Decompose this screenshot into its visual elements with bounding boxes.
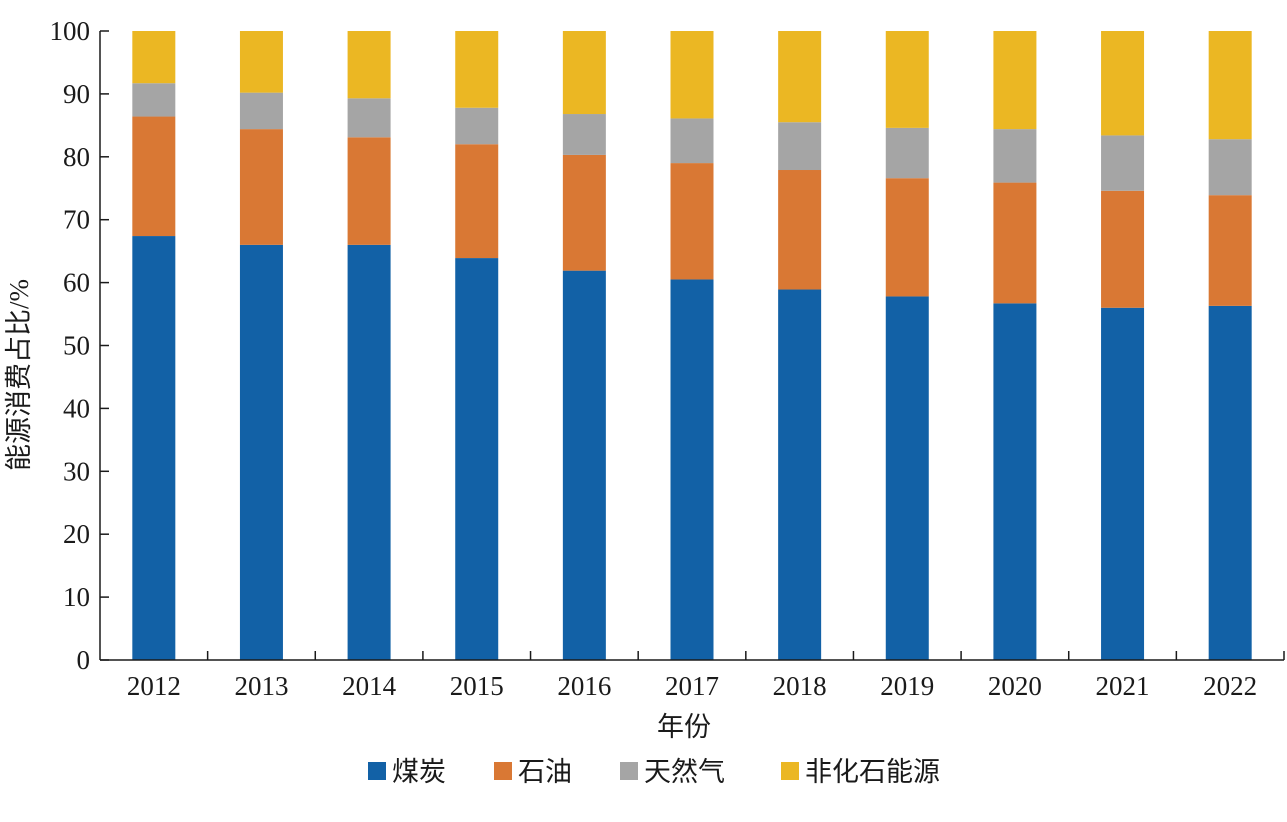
bar-segment-2014-series-0: [347, 244, 391, 661]
legend-label-1: 石油: [518, 757, 572, 787]
bar-segment-2013-series-3: [239, 31, 283, 93]
legend-swatch-0: [368, 762, 386, 780]
x-tick-label-2020: 2020: [988, 671, 1042, 701]
bar-segment-2020-series-0: [993, 303, 1037, 660]
bar-segment-2022-series-0: [1208, 305, 1252, 660]
bar-segment-2018-series-1: [778, 170, 822, 290]
bar-segment-2019-series-1: [885, 178, 929, 297]
legend-swatch-1: [494, 762, 512, 780]
y-tick-label-60: 60: [63, 268, 90, 298]
bar-segment-2012-series-3: [132, 31, 176, 84]
bar-segment-2019-series-0: [885, 296, 929, 660]
y-axis-title: 能源消费占比/%: [4, 279, 34, 471]
bar-segment-2022-series-3: [1208, 31, 1252, 140]
x-axis-title: 年份: [657, 712, 711, 742]
bar-segment-2015-series-0: [455, 258, 499, 660]
x-tick-label-2018: 2018: [773, 671, 827, 701]
y-tick-label-90: 90: [63, 79, 90, 109]
legend: 煤炭 石油 天然气 非化石能源: [368, 757, 940, 787]
y-ticks: 0 10 20 30 40 50 60 70 80 90 100: [50, 16, 109, 675]
bar-segment-2018-series-2: [778, 122, 822, 171]
bar-segment-2013-series-2: [239, 92, 283, 130]
bar-segment-2020-series-2: [993, 129, 1037, 183]
y-tick-label-40: 40: [63, 393, 90, 423]
bar-segment-2019-series-2: [885, 127, 929, 179]
x-tick-label-2017: 2017: [665, 671, 719, 701]
bar-segment-2016-series-0: [562, 270, 606, 660]
y-tick-label-100: 100: [50, 16, 91, 46]
bar-segment-2015-series-2: [455, 107, 499, 145]
x-tick-label-2012: 2012: [127, 671, 181, 701]
y-tick-label-80: 80: [63, 142, 90, 172]
bar-segment-2022-series-1: [1208, 195, 1252, 306]
bar-segment-2021-series-1: [1101, 190, 1145, 308]
bar-segment-2013-series-1: [239, 129, 283, 245]
bar-segment-2012-series-0: [132, 236, 176, 661]
y-tick-label-50: 50: [63, 331, 90, 361]
bar-segment-2017-series-2: [670, 118, 714, 164]
bar-segment-2014-series-3: [347, 31, 391, 99]
x-tick-label-2015: 2015: [450, 671, 504, 701]
x-tick-label-2021: 2021: [1096, 671, 1150, 701]
bar-segment-2016-series-3: [562, 31, 606, 115]
bars-layer: [132, 31, 1252, 661]
x-tick-label-2022: 2022: [1203, 671, 1257, 701]
y-tick-label-10: 10: [63, 582, 90, 612]
x-tick-label-2014: 2014: [342, 671, 397, 701]
y-tick-label-0: 0: [77, 645, 91, 675]
bar-segment-2020-series-3: [993, 31, 1037, 130]
bar-segment-2020-series-1: [993, 182, 1037, 304]
bar-segment-2017-series-0: [670, 279, 714, 660]
x-tick-label-2019: 2019: [880, 671, 934, 701]
bar-segment-2021-series-3: [1101, 31, 1145, 136]
bar-segment-2016-series-1: [562, 154, 606, 271]
bar-segment-2021-series-2: [1101, 135, 1145, 191]
bar-segment-2021-series-0: [1101, 307, 1145, 660]
bar-segment-2017-series-3: [670, 31, 714, 119]
bar-segment-2015-series-1: [455, 144, 499, 259]
bar-segment-2017-series-1: [670, 163, 714, 280]
bar-segment-2015-series-3: [455, 31, 499, 108]
legend-label-0: 煤炭: [392, 757, 446, 787]
legend-label-3: 非化石能源: [805, 757, 940, 787]
y-tick-label-20: 20: [63, 519, 90, 549]
y-tick-label-70: 70: [63, 205, 90, 235]
x-tick-label-2013: 2013: [234, 671, 288, 701]
bar-segment-2012-series-1: [132, 116, 176, 237]
bar-segment-2014-series-1: [347, 137, 391, 245]
bar-segment-2012-series-2: [132, 83, 176, 117]
legend-swatch-2: [620, 762, 638, 780]
x-tick-label-2016: 2016: [557, 671, 611, 701]
x-ticks: 2012 2013 2014 2015 2016 2017 2018 2019 2020 2021…: [127, 651, 1285, 701]
bar-segment-2016-series-2: [562, 114, 606, 155]
legend-label-2: 天然气: [644, 757, 725, 787]
bar-segment-2018-series-0: [778, 289, 822, 660]
bar-segment-2014-series-2: [347, 98, 391, 138]
bar-segment-2018-series-3: [778, 31, 822, 123]
bar-segment-2019-series-3: [885, 31, 929, 128]
bar-segment-2022-series-2: [1208, 139, 1252, 196]
bar-segment-2013-series-0: [239, 244, 283, 661]
legend-swatch-3: [781, 762, 799, 780]
y-tick-label-30: 30: [63, 456, 90, 486]
